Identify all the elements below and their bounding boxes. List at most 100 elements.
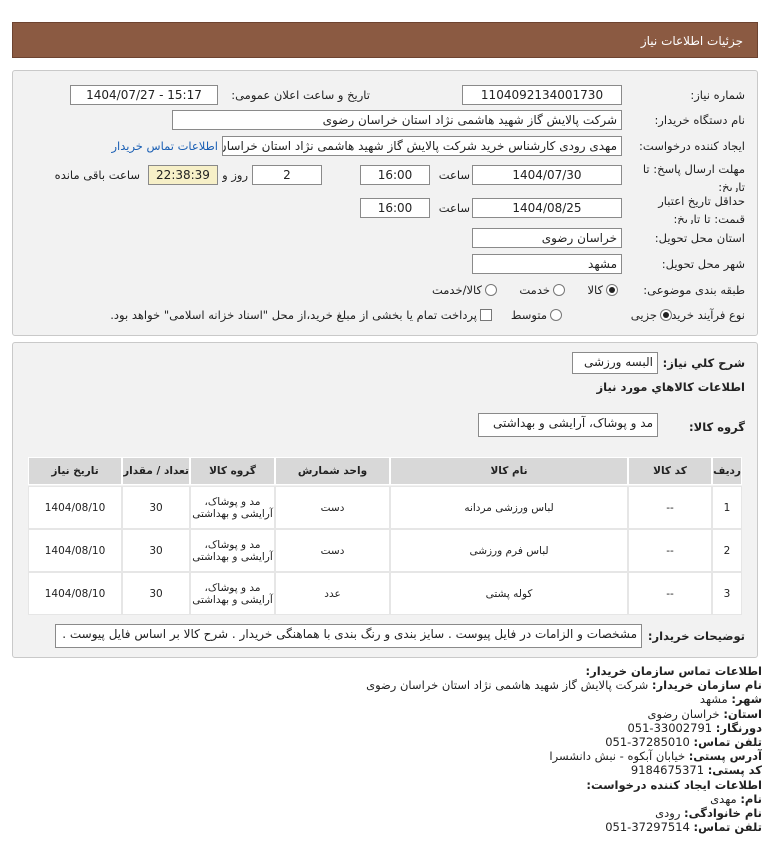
contact-line: نام خانوادگی: رودی — [40, 806, 762, 820]
contact-label: نام سازمان خریدار: — [651, 678, 762, 693]
field-label: توضیحات خریدار: — [647, 629, 745, 643]
field-label: شهر محل تحویل: — [661, 257, 745, 271]
field-value: مد و پوشاک، آرایشی و بهداشتی — [478, 413, 658, 437]
contact-line: شهر: مشهد — [40, 692, 762, 706]
table-cell: مد و پوشاک، آرایشی و بهداشتی — [190, 572, 275, 615]
table-cell: دست — [275, 529, 390, 572]
contact-line: آدرس پستی: خیابان آبکوه - نبش دانشسرا — [40, 749, 762, 763]
contact-value: رودی — [655, 806, 685, 820]
contact-label: نام: — [740, 791, 762, 806]
contact-value: مهدی — [710, 791, 741, 806]
field-label: ایجاد کننده درخواست: — [639, 139, 745, 153]
contact-label: تلفن تماس: — [693, 820, 762, 835]
table-cell: دست — [275, 486, 390, 529]
field-value: 22:38:39 — [148, 165, 218, 185]
contact-line: اطلاعات ایجاد کننده درخواست: — [586, 777, 762, 792]
table-cell: کوله پشتی — [390, 572, 628, 615]
table-header: ردیف — [712, 457, 742, 485]
contact-value: شرکت پالایش گاز شهید هاشمی نژاد استان خر… — [366, 678, 652, 693]
contact-line: نام سازمان خریدار: شرکت پالایش گاز شهید … — [40, 678, 762, 692]
field-label: شماره نیاز: — [690, 88, 745, 102]
contact-line: دورنگار: 33002791-051 — [40, 721, 762, 735]
section-title: اطلاعات كالاهاي مورد نياز — [596, 380, 745, 394]
field-label: حداقل تاریخ اعتبار قیمت: تا تاریخ: — [658, 194, 745, 224]
contact-label: تلفن تماس: — [693, 735, 762, 749]
field-label: کالا/خدمت — [431, 283, 482, 297]
checkbox[interactable] — [480, 309, 492, 321]
contact-label: کد پستی: — [707, 763, 762, 778]
field-label: ساعت — [438, 201, 470, 215]
field-label: طبقه بندی موضوعی: — [643, 283, 745, 297]
field-label: پرداخت تمام یا بخشی از مبلغ خرید،از محل … — [110, 308, 477, 322]
field-label: جزیی — [630, 308, 657, 322]
field-value: البسه ورزشی — [572, 352, 658, 374]
contact-value: 9184675371 — [630, 763, 708, 778]
field-value: 16:00 — [360, 165, 430, 185]
radio-button[interactable] — [660, 309, 672, 321]
radio-button[interactable] — [553, 284, 565, 296]
table-cell: 2 — [712, 529, 742, 572]
table-header: تاریخ نیاز — [28, 457, 122, 485]
field-value: 2 — [252, 165, 322, 185]
field-label: خدمت — [519, 283, 550, 297]
field-label: نام دستگاه خریدار: — [654, 113, 745, 127]
table-cell: لباس ورزشی مردانه — [390, 486, 628, 529]
contact-value: 37297514-051 — [605, 820, 694, 835]
table-cell: -- — [628, 486, 712, 529]
field-label: مهلت ارسال پاسخ: تا تاریخ: — [642, 162, 745, 192]
field-value: 16:00 — [360, 198, 430, 218]
contact-line: نام: مهدی — [40, 792, 762, 806]
table-cell: 1404/08/10 — [28, 572, 122, 615]
table-cell: 3 — [712, 572, 742, 615]
table-cell: مد و پوشاک، آرایشی و بهداشتی — [190, 486, 275, 529]
contact-label: استان: — [723, 706, 762, 721]
contact-value: 37285010-051 — [605, 735, 694, 749]
field-label: ساعت باقی مانده — [54, 168, 140, 182]
header-bar: جزئیات اطلاعات نیاز — [12, 22, 758, 58]
field-value: مشهد — [472, 254, 622, 274]
field-value: 1404/07/27 - 15:17 — [70, 85, 218, 105]
table-cell: لباس فرم ورزشی — [390, 529, 628, 572]
field-label: ساعت — [438, 168, 470, 182]
field-value: 1404/08/25 — [472, 198, 622, 218]
field-label: کالا — [587, 283, 603, 297]
contact-value: 33002791-051 — [627, 720, 716, 735]
table-cell: -- — [628, 572, 712, 615]
table-header: گروه کالا — [190, 457, 275, 485]
contact-label: شهر: — [731, 692, 762, 707]
field-label: متوسط — [510, 308, 547, 322]
field-label: شرح کلي نياز: — [662, 356, 745, 370]
table-cell: 30 — [122, 572, 190, 615]
table-header: واحد شمارش — [275, 457, 390, 485]
radio-button[interactable] — [485, 284, 497, 296]
field-label: استان محل تحویل: — [654, 231, 745, 245]
table-cell: 30 — [122, 529, 190, 572]
radio-button[interactable] — [550, 309, 562, 321]
table-cell: 30 — [122, 486, 190, 529]
table-cell: 1404/08/10 — [28, 529, 122, 572]
field-label: گروه کالا: — [689, 420, 745, 434]
contact-label: دورنگار: — [715, 720, 762, 735]
field-value: 1404/07/30 — [472, 165, 622, 185]
table-header: تعداد / مقدار — [122, 457, 190, 485]
contact-label: نام خانوادگی: — [684, 806, 762, 820]
contact-line: تلفن تماس: 37285010-051 — [40, 735, 762, 749]
field-value: مشخصات و الزامات در فایل پیوست . سایز بن… — [55, 624, 642, 648]
contact-value: خیابان آبکوه - نبش دانشسرا — [549, 749, 689, 764]
field-label: روز و — [222, 168, 248, 182]
contact-label: آدرس پستی: — [688, 749, 762, 764]
table-cell: -- — [628, 529, 712, 572]
field-value: 1104092134001730 — [462, 85, 622, 105]
field-label: تاریخ و ساعت اعلان عمومی: — [231, 88, 370, 102]
table-cell: مد و پوشاک، آرایشی و بهداشتی — [190, 529, 275, 572]
contact-value: مشهد — [699, 692, 732, 707]
field-value: خراسان رضوی — [472, 228, 622, 248]
table-cell: 1 — [712, 486, 742, 529]
contact-link[interactable]: اطلاعات تماس خریدار — [111, 139, 218, 153]
table-cell: 1404/08/10 — [28, 486, 122, 529]
table-header: کد کالا — [628, 457, 712, 485]
table-cell: عدد — [275, 572, 390, 615]
contact-line: کد پستی: 9184675371 — [40, 763, 762, 777]
radio-button[interactable] — [606, 284, 618, 296]
